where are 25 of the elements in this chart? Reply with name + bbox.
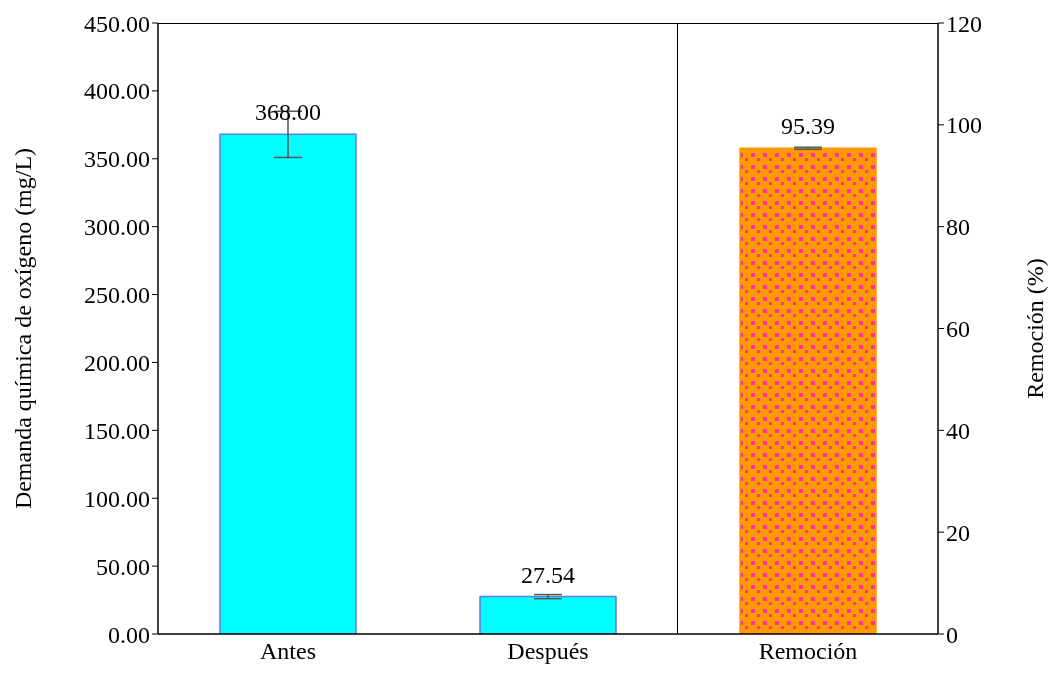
y2-axis-title: Remoción (%) xyxy=(1021,258,1048,399)
x-tick-label: Después xyxy=(507,638,589,665)
y-tick-label: 400.00 xyxy=(84,78,150,105)
y2-tick-label: 80 xyxy=(946,214,970,241)
y-axis-title: Demanda química de oxígeno (mg/L) xyxy=(9,147,36,510)
y-tick-label: 50.00 xyxy=(96,553,150,580)
data-label: 368.00 xyxy=(255,99,321,126)
y2-tick-label: 40 xyxy=(946,417,970,444)
y2-tick-label: 100 xyxy=(946,112,982,139)
y-tick-label: 150.00 xyxy=(84,417,150,444)
y-tick-label: 0.00 xyxy=(108,621,150,648)
x-tick-label: Remoción xyxy=(758,638,858,665)
y-tick-label: 300.00 xyxy=(84,214,150,241)
y2-tick-label: 120 xyxy=(946,10,982,37)
y2-tick-label: 60 xyxy=(946,316,970,343)
y-tick-label: 450.00 xyxy=(84,10,150,37)
y2-tick-label: 20 xyxy=(946,519,970,546)
x-tick-label: Antes xyxy=(260,638,316,665)
y-tick-label: 100.00 xyxy=(84,485,150,512)
y-tick-label: 200.00 xyxy=(84,349,150,376)
data-label: 27.54 xyxy=(521,561,575,588)
data-label: 95.39 xyxy=(781,113,835,140)
y-tick-label: 350.00 xyxy=(84,146,150,173)
y2-tick-label: 0 xyxy=(946,621,958,648)
y-tick-label: 250.00 xyxy=(84,282,150,309)
